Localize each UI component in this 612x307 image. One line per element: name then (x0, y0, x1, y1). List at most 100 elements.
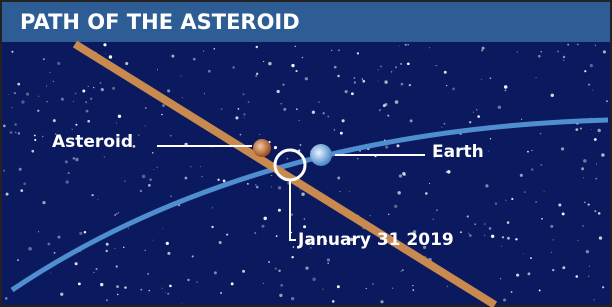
star (505, 89, 507, 91)
star (558, 203, 561, 206)
star (557, 51, 559, 53)
star (19, 168, 22, 171)
star (259, 134, 260, 135)
star (231, 282, 234, 285)
star (242, 270, 245, 273)
star (26, 93, 29, 96)
star (378, 69, 379, 70)
star (402, 269, 403, 270)
star (73, 101, 74, 102)
frame (1, 1, 611, 306)
star (485, 184, 488, 187)
star (501, 246, 502, 247)
star (180, 76, 181, 77)
star (235, 116, 238, 119)
star (295, 46, 296, 47)
star (596, 164, 597, 165)
star (263, 61, 264, 62)
star (278, 270, 280, 272)
star (399, 174, 402, 177)
star (590, 64, 593, 67)
earth-label: Earth (432, 142, 484, 162)
star (397, 144, 400, 147)
star (37, 110, 39, 112)
star (327, 263, 329, 265)
star (581, 167, 584, 170)
illustration: PATH OF THE ASTEROID Asteroid Earth Janu… (0, 0, 612, 307)
star (61, 98, 64, 101)
star (332, 300, 335, 303)
star (140, 289, 142, 291)
star (15, 132, 16, 133)
star (540, 133, 541, 134)
star (220, 292, 222, 294)
star (498, 106, 501, 109)
star (503, 298, 506, 301)
star (489, 227, 492, 230)
star (395, 66, 397, 68)
star (567, 44, 569, 46)
star (100, 283, 103, 286)
star (170, 135, 172, 137)
star (48, 243, 51, 246)
star (304, 218, 306, 220)
star (391, 71, 392, 72)
star (541, 218, 543, 220)
star (594, 210, 596, 212)
star (327, 116, 329, 118)
star (276, 235, 278, 237)
star (106, 299, 108, 301)
star (446, 171, 447, 172)
date-label: January 31 2019 (297, 230, 454, 250)
star (34, 139, 36, 141)
star (93, 87, 95, 89)
star (580, 127, 582, 129)
star (602, 286, 604, 288)
star (429, 47, 430, 48)
star (187, 279, 189, 281)
star (271, 186, 272, 187)
star (469, 121, 471, 123)
star (152, 152, 154, 154)
star (125, 62, 128, 65)
star (18, 132, 20, 134)
star (240, 134, 242, 136)
star (353, 77, 355, 79)
star (357, 52, 359, 54)
star (104, 156, 105, 157)
star (327, 258, 330, 261)
star (584, 202, 586, 204)
star (446, 85, 447, 86)
star (392, 288, 393, 289)
star (75, 158, 78, 161)
star (114, 214, 115, 215)
star (305, 267, 308, 270)
star (586, 250, 589, 253)
star (407, 44, 408, 45)
star (10, 131, 13, 134)
star (17, 83, 20, 86)
star (46, 85, 47, 86)
star (511, 198, 513, 200)
star (221, 108, 222, 109)
star (105, 53, 106, 54)
star (60, 293, 63, 296)
star (123, 247, 124, 248)
star (268, 62, 272, 66)
star (535, 201, 536, 202)
star (149, 290, 150, 291)
star (153, 240, 154, 241)
star (65, 160, 68, 163)
star (544, 191, 545, 192)
star (384, 103, 387, 106)
star (527, 151, 529, 153)
star (38, 96, 39, 97)
star (128, 228, 129, 229)
star (436, 65, 437, 66)
star (372, 283, 373, 284)
star (468, 232, 470, 234)
star (379, 109, 381, 111)
star (490, 138, 491, 139)
star (563, 60, 564, 61)
star (42, 201, 45, 204)
